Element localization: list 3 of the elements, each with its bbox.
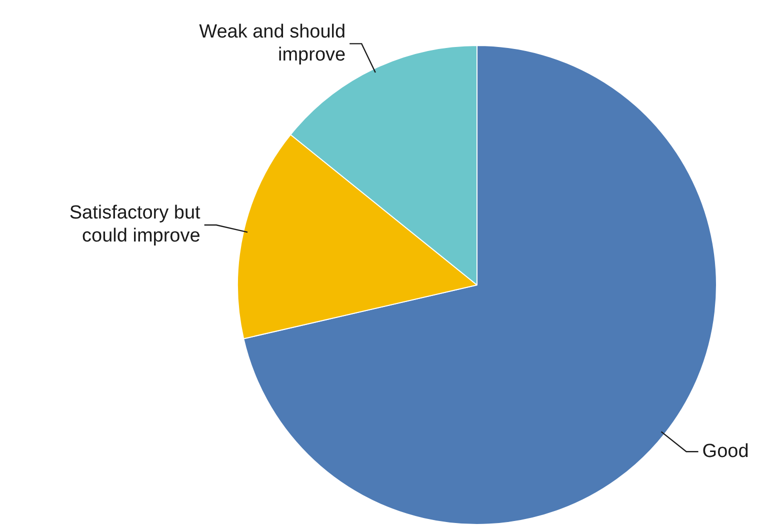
slice-label: Satisfactory but could improve bbox=[69, 202, 202, 247]
slice-label: Good bbox=[702, 440, 749, 462]
slice-label: Weak and should improve bbox=[199, 21, 346, 66]
